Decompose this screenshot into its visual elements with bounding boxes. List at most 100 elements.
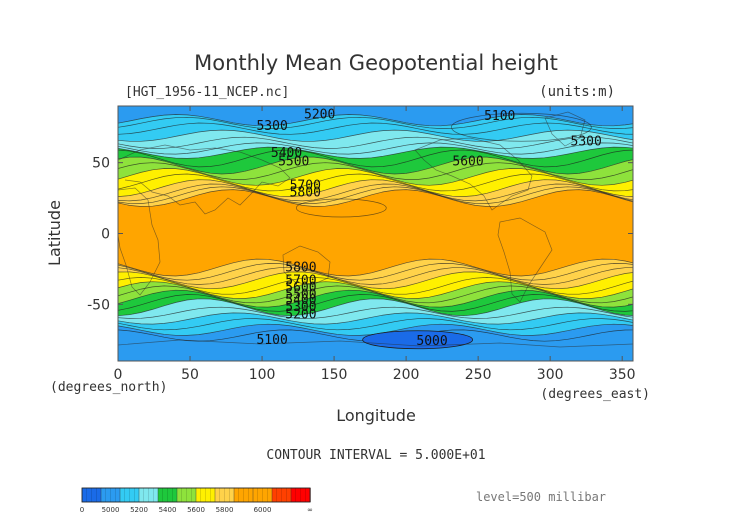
coast-eurasia — [118, 144, 291, 215]
x-tick-label-4: 200 — [393, 367, 420, 383]
contour-label-12: 5500 — [285, 287, 316, 302]
colorbar-swatch-2 — [119, 487, 140, 503]
contour-line-8 — [118, 271, 633, 290]
colorbar-tick-label-3: 5400 — [159, 506, 177, 514]
y-unit-label: (degrees_north) — [50, 380, 167, 395]
colorbar-swatch-6 — [195, 487, 216, 503]
contour-line-17 — [118, 142, 633, 155]
x-tick-label-2: 100 — [249, 367, 276, 383]
contour-line-4 — [118, 168, 633, 186]
colorbar-swatch-7 — [214, 487, 235, 503]
contour-label-13: 5400 — [285, 293, 316, 308]
coast-africa — [118, 187, 161, 296]
band-2 — [118, 130, 633, 159]
contour-line-3 — [118, 156, 633, 175]
coast-greenland — [544, 111, 586, 147]
colorbar-swatch-8 — [233, 487, 254, 503]
contour-line-22 — [118, 186, 633, 204]
contour-line-14 — [118, 116, 633, 129]
contour-line-20 — [118, 173, 633, 192]
colorbar-tick-label-1: 5000 — [102, 506, 120, 514]
contour-label-11: 5600 — [285, 280, 316, 295]
x-tick-label-3: 150 — [321, 367, 348, 383]
colorbar-frame — [81, 487, 311, 503]
contour-label-8: 5800 — [290, 185, 321, 200]
contour-line-19 — [118, 162, 633, 180]
high-contour-west — [295, 198, 387, 218]
contour-lines — [118, 112, 633, 350]
contour-line-5 — [118, 179, 633, 197]
contour-line-21 — [118, 183, 633, 202]
contour-label-16: 5100 — [256, 333, 287, 348]
contour-line-18 — [118, 149, 633, 168]
contour-line-9 — [118, 281, 633, 299]
x-tick-label-5: 250 — [465, 367, 492, 383]
coast-south-america — [497, 217, 553, 303]
chart-title: Monthly Mean Geopotential height — [194, 51, 558, 75]
x-axis-label: Longitude — [336, 406, 416, 425]
colorbar-swatch-4 — [157, 487, 178, 503]
colorbar-tick-labels: 0 5000 5200 5400 5600 5800 6000 ∞ — [80, 506, 313, 514]
coast-antarctica — [118, 339, 633, 348]
contour-line-6 — [118, 189, 633, 207]
y-tick-label-1: 0 — [101, 227, 110, 243]
contour-line-7 — [118, 258, 633, 277]
band-8 — [118, 259, 633, 289]
band-0 — [118, 106, 633, 126]
contour-label-14: 5300 — [285, 300, 316, 315]
band-12 — [118, 298, 633, 325]
x-tick-label-7: 350 — [609, 367, 636, 383]
x-tick-label-6: 300 — [537, 367, 564, 383]
contour-line-15 — [118, 122, 633, 135]
contour-line-26 — [118, 285, 633, 304]
colorbar-swatch-11 — [290, 487, 311, 503]
band-1 — [118, 114, 633, 142]
band-10 — [118, 281, 633, 308]
contour-label-3: 5300 — [571, 134, 602, 149]
contour-interval-text: CONTOUR INTERVAL = 5.000E+01 — [266, 448, 485, 463]
contour-label-4: 5400 — [271, 146, 302, 161]
contour-line-12 — [118, 312, 633, 325]
contour-line-1 — [118, 129, 633, 142]
coast-australia — [282, 245, 331, 286]
contour-label-2: 5100 — [484, 109, 515, 124]
band-6 — [118, 179, 633, 207]
colorbar-swatch-10 — [271, 487, 292, 503]
x-axis-ticks: 0 50 100 150 200 250 300 350 — [114, 106, 636, 383]
contour-line-11 — [118, 298, 633, 317]
level-text: level=500 millibar — [476, 490, 606, 504]
contour-label-7: 5700 — [290, 178, 321, 193]
y-axis-label: Latitude — [45, 200, 64, 266]
coast-north-america — [414, 137, 533, 211]
file-label: [HGT_1956-11_NCEP.nc] — [125, 85, 289, 100]
contour-line-23 — [118, 263, 633, 281]
colorbar-tick-label-0: 0 — [80, 506, 84, 514]
contour-label-6: 5600 — [452, 154, 483, 169]
contour-label-9: 5800 — [285, 261, 316, 276]
x-unit-label: (degrees_east) — [540, 387, 650, 402]
colorbar-swatch-3 — [138, 487, 159, 503]
coastline-outlines — [118, 111, 633, 348]
band-5 — [118, 168, 633, 197]
contour-line-27 — [118, 294, 633, 312]
contour-line-10 — [118, 289, 633, 308]
contour-label-15: 5200 — [285, 307, 316, 322]
contour-line-25 — [118, 277, 633, 295]
filled-contour-bands — [118, 106, 633, 361]
contour-label-17: 5000 — [416, 334, 447, 349]
contour-line-16 — [118, 136, 633, 149]
band-4 — [118, 157, 633, 186]
colorbar-tick-label-7: ∞ — [307, 506, 313, 514]
contour-line-24 — [118, 267, 633, 285]
band-7 — [118, 189, 633, 276]
units-label: (units:m) — [539, 84, 615, 100]
contour-line-0 — [118, 114, 633, 127]
contour-line-28 — [118, 306, 633, 319]
y-tick-label-2: -50 — [87, 297, 110, 313]
colorbar-swatch-9 — [252, 487, 273, 503]
colorbar-tick-label-5: 5800 — [216, 506, 234, 514]
colorbar-swatch-0 — [81, 487, 102, 503]
